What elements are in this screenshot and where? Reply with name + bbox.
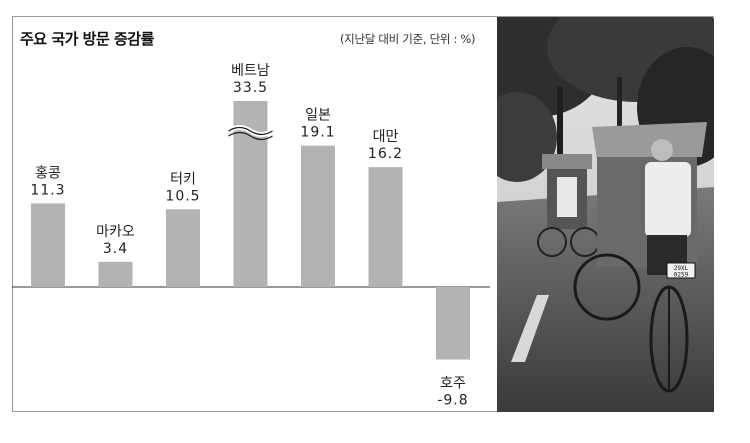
bar-7 xyxy=(436,287,470,360)
category-label-6: 대만 xyxy=(373,129,399,145)
value-label-3: 10.5 xyxy=(165,188,200,204)
value-label-2: 3.4 xyxy=(103,241,128,257)
value-label-5: 19.1 xyxy=(300,125,335,141)
bar-6 xyxy=(368,167,403,287)
svg-text:29XL: 29XL xyxy=(674,265,689,272)
rickshaw-street-photo: 29XL 0259 xyxy=(497,17,714,412)
svg-text:0259: 0259 xyxy=(674,272,689,279)
bar-1 xyxy=(31,203,65,287)
value-label-7: -9.8 xyxy=(437,393,468,409)
axis-break-line-top xyxy=(228,126,273,136)
value-label-4: 33.5 xyxy=(233,80,268,96)
category-label-2: 마카오 xyxy=(96,224,135,240)
chart-title: 주요 국가 방문 증감률 xyxy=(20,30,154,48)
category-label-3: 터키 xyxy=(170,171,196,187)
category-label-4: 베트남 xyxy=(231,63,270,79)
bar-2 xyxy=(98,261,133,287)
bar-5 xyxy=(301,145,335,287)
value-label-1: 11.3 xyxy=(30,182,65,198)
value-label-6: 16.2 xyxy=(368,146,403,162)
axis-break-line-bottom xyxy=(228,131,273,141)
chart-unit-note: (지난달 대비 기준, 단위 : %) xyxy=(340,32,476,46)
category-label-1: 홍콩 xyxy=(35,165,61,181)
category-label-7: 호주 xyxy=(440,376,466,392)
category-label-5: 일본 xyxy=(305,108,331,124)
bar-3 xyxy=(166,209,200,287)
